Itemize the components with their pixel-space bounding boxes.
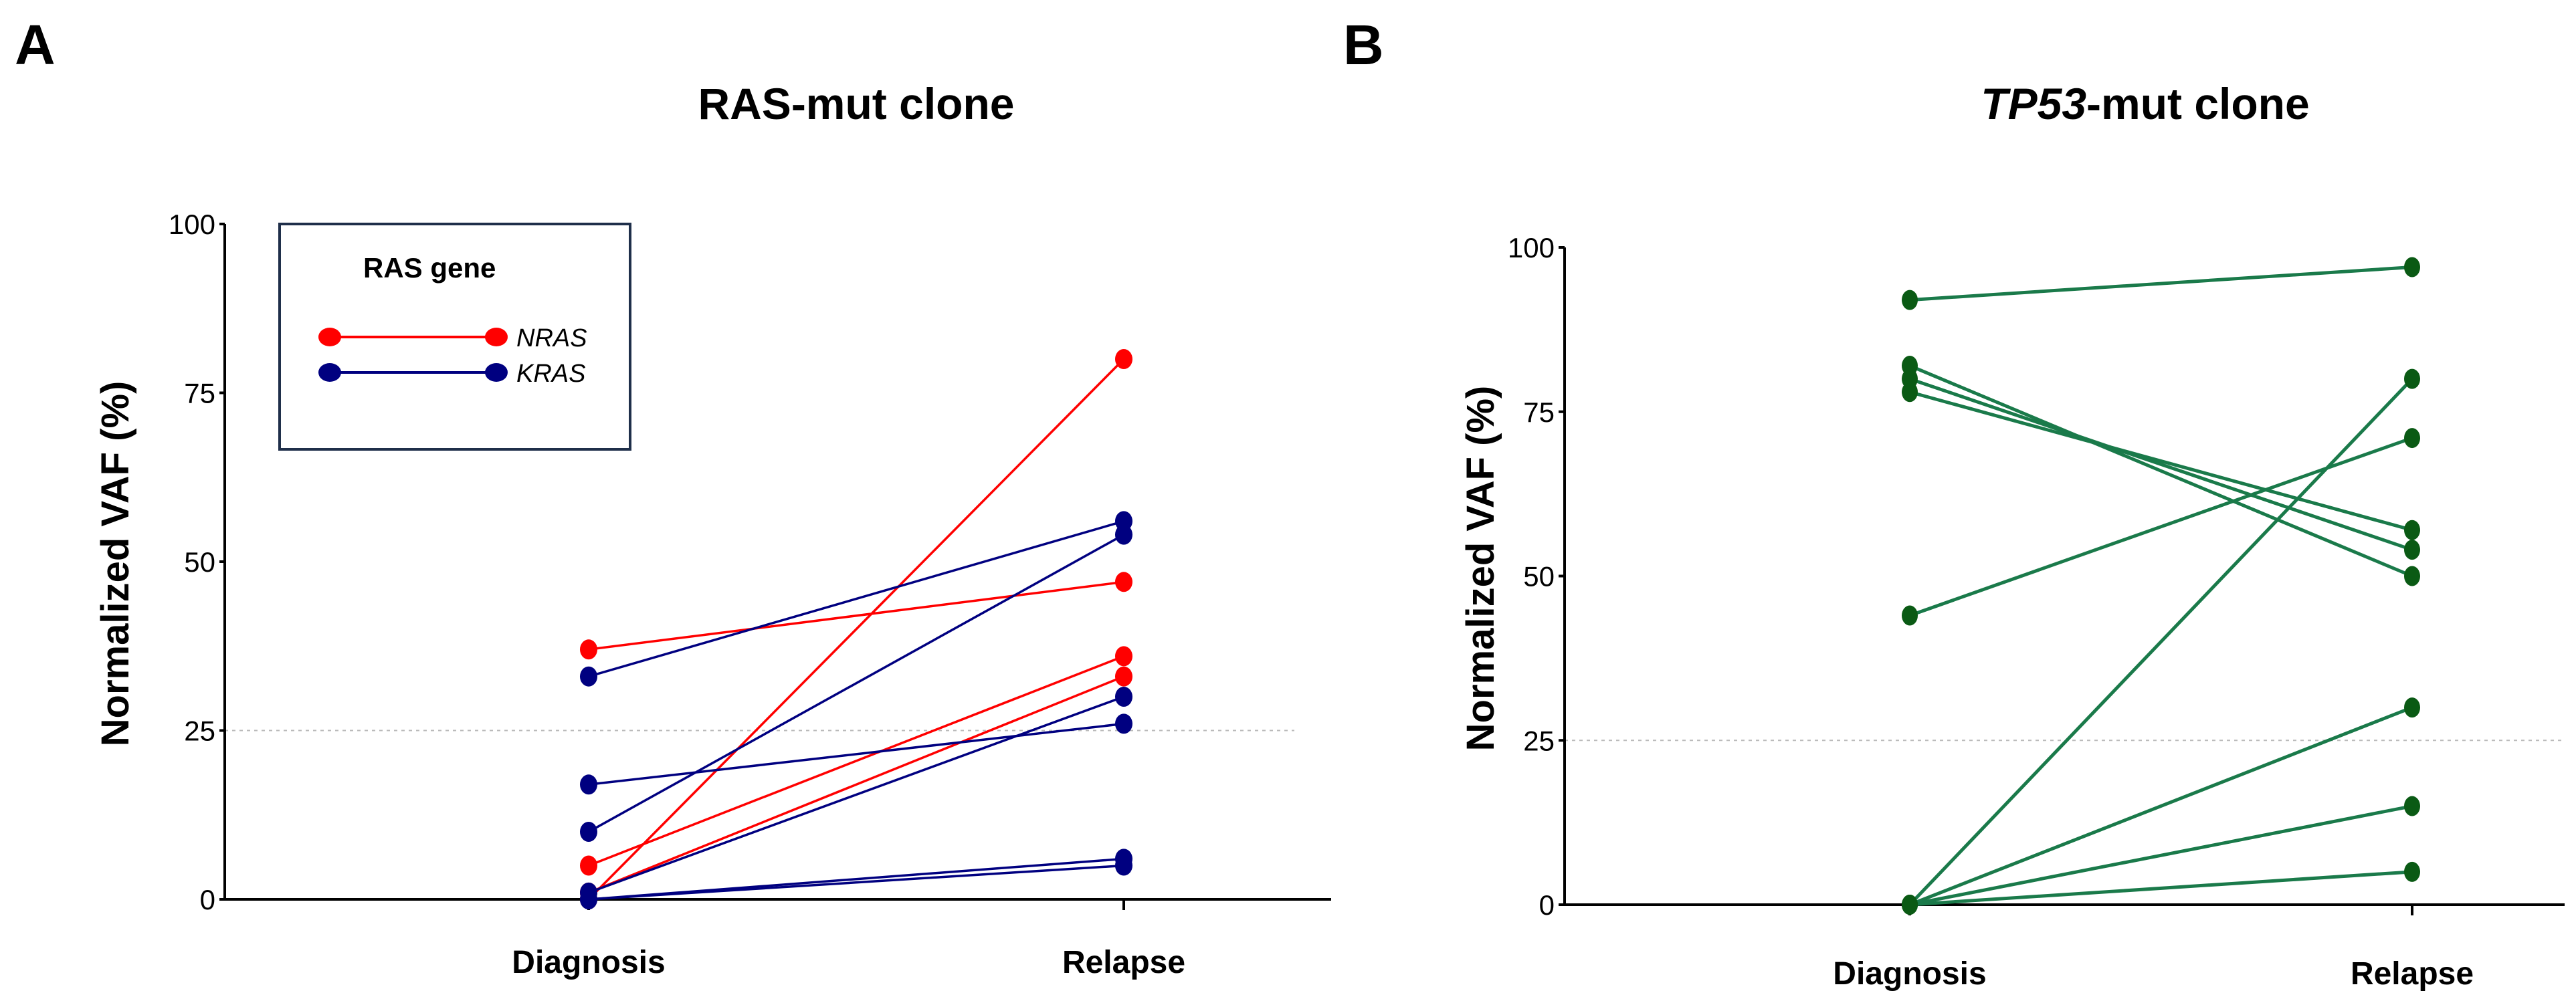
chart-b-y-axis-label: Normalized VAF (%): [1459, 386, 1502, 752]
chart-a-data-point-10-1: [580, 889, 597, 909]
chart-a-data-point-10-2: [1115, 855, 1132, 876]
chart-b-data-point-2-2: [2404, 566, 2420, 586]
chart-b-title-italic: TP53: [1981, 79, 2086, 128]
chart-b-series-line-3: [1909, 377, 2413, 552]
chart-b-title-rest: -mut clone: [2086, 79, 2310, 128]
legend-nras-marker-right: [485, 328, 508, 346]
chart-a-series-line-2: [587, 358, 1125, 901]
chart-a-data-point-5-1: [580, 666, 597, 687]
chart-b-title: TP53-mut clone: [1981, 79, 2309, 128]
chart-b-series-line-4: [1909, 390, 2413, 532]
chart-b-data-point-3-2: [2404, 540, 2420, 560]
chart-b-y-tick-label: 75: [1523, 397, 1555, 428]
chart-b-series-line-7: [1909, 705, 2413, 907]
chart-a-series-line-10: [588, 864, 1124, 901]
chart-a-legend: RAS gene NRAS KRAS: [278, 223, 631, 451]
chart-a-series-line-7: [588, 722, 1124, 786]
legend-kras-marker-left: [318, 363, 341, 382]
chart-b-data-point-1-2: [2404, 257, 2420, 277]
chart-b-data-point-4-1: [1902, 382, 1918, 403]
chart-b-series-line-9: [1909, 870, 2413, 907]
chart-b-data-point-1-1: [1902, 290, 1918, 310]
panel-a: A RAS-mut clone Normalized VAF (%) 0 25 50…: [15, 13, 1331, 980]
chart-b-x-tick-label: Diagnosis: [1833, 956, 1986, 992]
chart-a-series-line-3: [588, 655, 1124, 867]
chart-a-y-axis-label: Normalized VAF (%): [94, 381, 137, 747]
chart-a-series-line-8: [588, 695, 1124, 894]
chart-b-y-tick-label: 50: [1523, 561, 1555, 592]
chart-a-x-tick-label: Relapse: [1062, 945, 1185, 980]
chart-b-y-tick-label: 100: [1508, 232, 1555, 263]
chart-a-categories: Diagnosis Relapse: [512, 899, 1185, 980]
chart-a-data-point-8-2: [1115, 687, 1132, 707]
chart-b-data-point-9-2: [2404, 861, 2420, 882]
chart-a-data-point-1-1: [580, 639, 597, 660]
chart-b-data-point-7-2: [2404, 697, 2420, 718]
chart-a-series-line-6: [588, 534, 1124, 833]
panel-letter-b: B: [1343, 13, 1384, 76]
chart-a-x-tick-label: Diagnosis: [512, 945, 665, 980]
chart-a-data-point-1-2: [1115, 572, 1132, 592]
chart-b-data-point-6-2: [2404, 368, 2420, 389]
chart-b-categories: Diagnosis Relapse: [1833, 905, 2474, 992]
legend-nras-label: NRAS: [516, 324, 587, 352]
chart-a-data-point-3-1: [580, 855, 597, 876]
chart-b-series-points: [1902, 257, 2420, 915]
chart-a-y-tick-label: 0: [200, 884, 215, 915]
chart-b-x-tick-label: Relapse: [2351, 956, 2474, 992]
chart-a-series-line-1: [588, 580, 1124, 651]
chart-b-data-point-4-2: [2404, 520, 2420, 540]
chart-a-series-line-5: [588, 520, 1124, 678]
legend-kras-marker-right: [485, 363, 508, 382]
chart-a-data-point-7-2: [1115, 713, 1132, 734]
chart-a-data-point-6-2: [1115, 524, 1132, 545]
panel-letter-a: A: [15, 13, 56, 76]
chart-b-y-tick-label: 25: [1523, 725, 1555, 756]
legend-kras-label: KRAS: [516, 360, 585, 388]
chart-b-y-ticks: 0 25 50 75 100: [1508, 232, 1565, 921]
chart-b-data-point-5-1: [1902, 605, 1918, 626]
chart-b-series-line-1: [1909, 265, 2413, 302]
chart-a-y-tick-label: 100: [169, 209, 215, 240]
chart-b-series-line-8: [1909, 804, 2413, 907]
chart-a-data-point-7-1: [580, 774, 597, 795]
chart-a-y-tick-label: 50: [184, 546, 215, 578]
chart-a-series-line-4: [588, 675, 1124, 894]
chart-a-y-tick-label: 25: [184, 715, 215, 747]
chart-b-data-point-9-1: [1902, 895, 1918, 915]
legend-nras-marker-left: [318, 328, 341, 346]
chart-b-y-tick-label: 0: [1539, 889, 1555, 921]
chart-b-data-point-5-2: [2404, 428, 2420, 449]
chart-a-series-lines: [587, 358, 1125, 901]
chart-b-data-point-8-2: [2404, 796, 2420, 816]
chart-a-series-points: [580, 349, 1132, 909]
chart-b-series-lines: [1908, 265, 2413, 907]
chart-b-series-line-6: [1908, 377, 2413, 906]
chart-a-y-ticks: 0 25 50 75 100: [169, 209, 225, 915]
legend-title: RAS gene: [363, 252, 496, 284]
chart-a-data-point-2-2: [1115, 349, 1132, 369]
panel-b: B TP53-mut clone Normalized VAF (%) 0 25 5…: [1343, 13, 2565, 992]
chart-a-data-point-6-1: [580, 822, 597, 842]
chart-a-title: RAS-mut clone: [698, 79, 1014, 128]
chart-a-data-point-3-2: [1115, 646, 1132, 667]
chart-a-y-tick-label: 75: [184, 378, 215, 409]
chart-a-data-point-4-2: [1115, 666, 1132, 687]
chart-b-series-line-2: [1909, 364, 2413, 578]
